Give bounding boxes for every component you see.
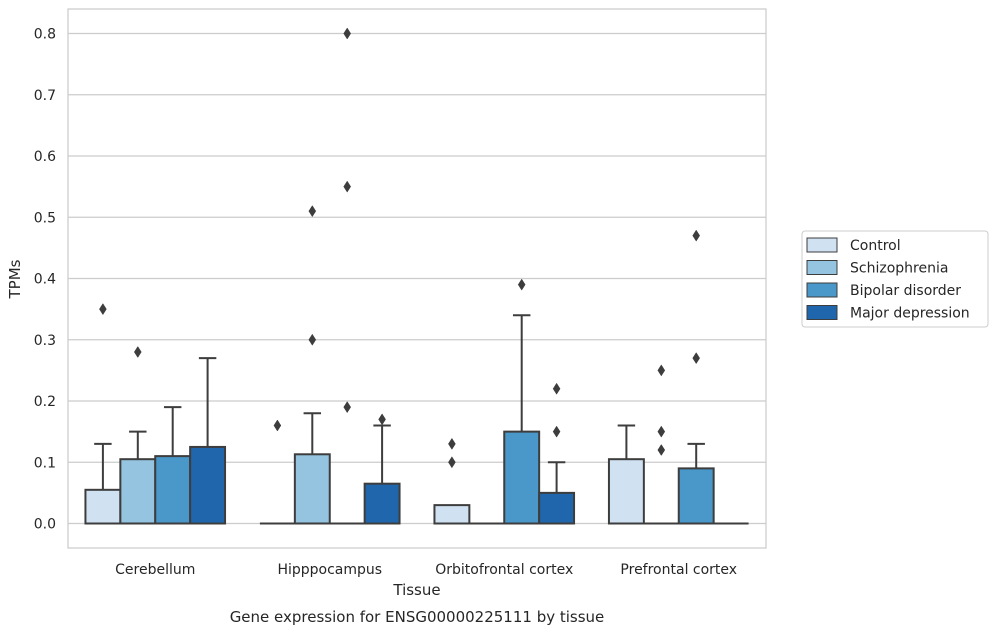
box-group — [259, 419, 295, 525]
y-tick-label: 0.4 — [34, 272, 56, 288]
outlier-point — [692, 229, 700, 242]
y-tick-label: 0.8 — [34, 27, 56, 43]
box-group — [293, 205, 331, 525]
box — [363, 482, 401, 525]
outlier-point — [378, 413, 386, 426]
outlier-point — [448, 437, 456, 450]
outlier-point — [552, 382, 561, 395]
box-group — [154, 406, 192, 525]
box — [84, 488, 122, 525]
box-group — [433, 437, 471, 525]
box — [119, 458, 157, 525]
x-tick-label: Hipppocampus — [277, 562, 382, 578]
x-axis-ticks: Cerebellum Hipppocampus Orbitofrontal cort… — [115, 562, 737, 578]
x-axis-label: Tissue — [392, 581, 440, 599]
y-tick-label: 0.7 — [34, 88, 56, 104]
box — [503, 430, 541, 525]
y-tick-label: 0.3 — [34, 333, 56, 349]
y-tick-label: 0.1 — [34, 455, 56, 471]
y-tick-label: 0.2 — [34, 394, 56, 410]
legend-label: Control — [850, 238, 901, 254]
outlier-point — [308, 205, 317, 218]
legend-frame — [801, 230, 989, 328]
outlier-point — [657, 444, 666, 456]
outlier-point — [343, 180, 351, 193]
outlier-point — [657, 425, 666, 438]
x-tick-label: Cerebellum — [115, 562, 195, 578]
box — [189, 445, 227, 525]
box-group — [677, 229, 715, 525]
outlier-point — [448, 456, 456, 469]
legend-label: Major depression — [850, 306, 970, 322]
legend-label: Bipolar disorder — [850, 283, 961, 299]
outlier-point — [99, 303, 107, 316]
outlier-point — [134, 346, 142, 358]
outlier-point — [343, 401, 351, 414]
box-group — [503, 278, 541, 525]
y-axis-ticks: 0.0 0.1 0.2 0.3 0.4 0.5 0.6 0.7 0.8 — [34, 27, 56, 533]
outlier-point — [692, 352, 700, 365]
box-group — [363, 413, 401, 525]
box-group — [538, 382, 576, 525]
box-group — [643, 364, 679, 525]
box — [293, 453, 331, 525]
box — [433, 504, 471, 525]
box-group — [84, 303, 122, 525]
outlier-point — [517, 278, 526, 291]
legend-swatch — [806, 305, 838, 320]
outlier-point — [273, 419, 282, 432]
figure-caption: Gene expression for ENSG00000225111 by t… — [230, 608, 605, 626]
outlier-point — [552, 425, 561, 438]
outlier-point — [308, 333, 317, 346]
y-tick-label: 0.5 — [34, 210, 56, 226]
box — [538, 491, 576, 525]
outlier-point — [657, 364, 666, 377]
box-marks — [84, 27, 749, 525]
legend-swatch — [806, 237, 838, 253]
x-tick-label: Orbitofrontal cortex — [435, 562, 573, 578]
box — [607, 458, 645, 525]
box — [677, 467, 715, 525]
legend-label: Schizophrenia — [850, 261, 948, 277]
box — [154, 455, 192, 525]
legend: Control Schizophrenia Bipolar disorder Majo… — [801, 230, 989, 328]
x-tick-label: Prefrontal cortex — [620, 562, 737, 578]
legend-swatch — [806, 260, 838, 275]
box-group — [329, 27, 365, 525]
legend-swatch — [806, 282, 838, 298]
box-group — [189, 357, 227, 525]
y-axis-label: TPMs — [6, 259, 24, 299]
box-group — [119, 346, 157, 525]
y-tick-label: 0.6 — [34, 149, 56, 165]
outlier-point — [343, 27, 351, 40]
box-group — [607, 424, 645, 525]
y-tick-label: 0.0 — [34, 517, 56, 533]
plot-area-frame — [67, 8, 767, 549]
